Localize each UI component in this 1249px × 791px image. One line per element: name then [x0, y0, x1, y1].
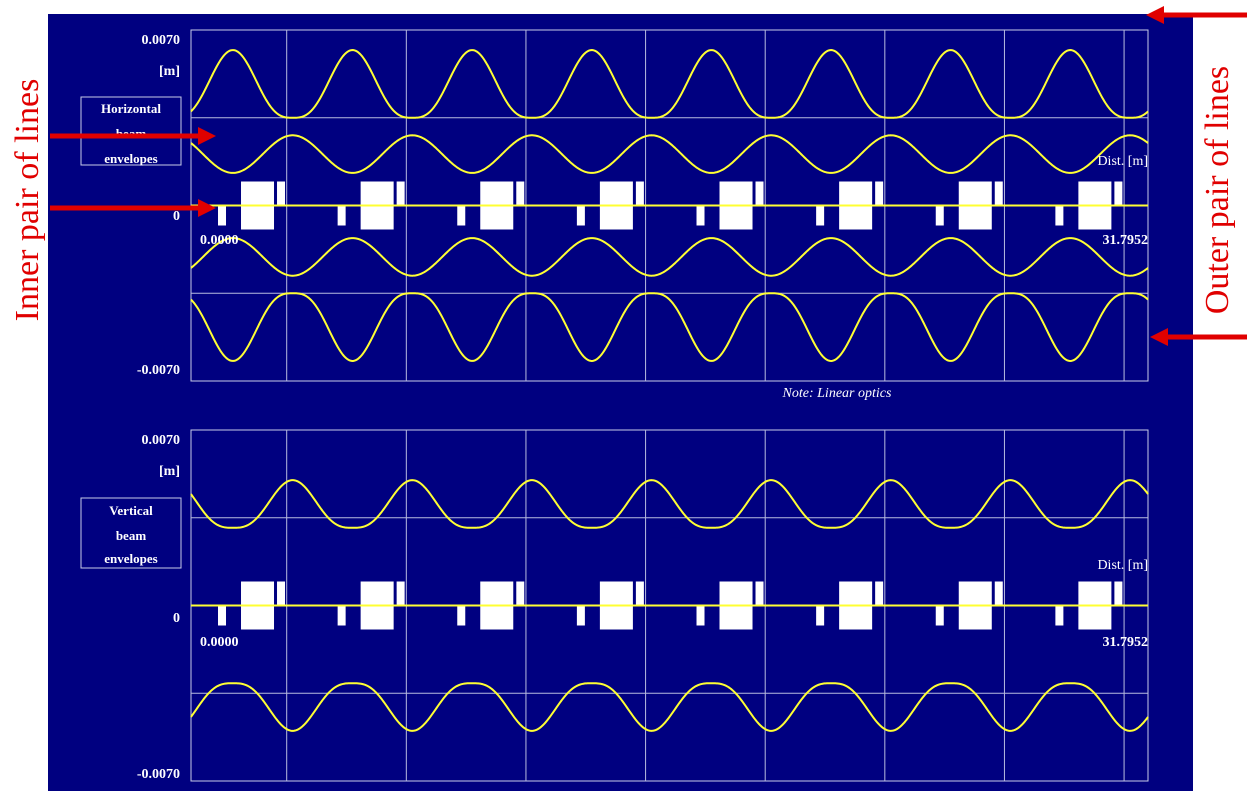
lattice-element-h — [755, 181, 764, 206]
lattice-element-h — [1055, 205, 1064, 226]
lattice-element-v — [635, 581, 644, 606]
lattice-element-h — [457, 205, 466, 226]
lattice-element-h — [337, 205, 346, 226]
xmin-label-v: 0.0000 — [200, 635, 239, 650]
panel-label-line3-h: envelopes — [104, 151, 157, 166]
lattice-element-v — [816, 605, 825, 626]
xmin-label-h: 0.0000 — [200, 233, 239, 248]
lattice-elements-horizontal — [191, 181, 1148, 230]
envelope-outer-lower-h — [190, 292, 1149, 362]
vertical-envelope-panel: 0.0070 [m] Vertical beam envelopes 0 -0.… — [80, 429, 1149, 782]
ymax-label-h: 0.0070 — [142, 33, 181, 48]
lattice-element-v — [337, 605, 346, 626]
arrow-outer-bottom-head — [1150, 328, 1168, 346]
horizontal-envelope-panel: 0.0070 [m] Horizontal beam envelopes 0 -… — [80, 29, 1149, 382]
envelope-curves-vertical — [190, 479, 1149, 732]
plot-background — [48, 14, 1193, 791]
lattice-element-v — [516, 581, 525, 606]
panel-label-line1-h: Horizontal — [101, 101, 161, 116]
lattice-element-h — [1114, 181, 1123, 206]
linear-optics-note: Note: Linear optics — [782, 386, 892, 401]
xmax-label-v: 31.7952 — [1103, 635, 1149, 650]
envelope-outer-upper-v — [190, 479, 1149, 529]
lattice-element-h — [277, 181, 286, 206]
envelope-inner-lower-h — [190, 237, 1149, 277]
envelope-outer-upper-h — [190, 49, 1149, 119]
ymax-label-v: 0.0070 — [142, 433, 181, 448]
xaxis-title-v: Dist. [m] — [1097, 558, 1148, 573]
lattice-element-v — [396, 581, 405, 606]
lattice-element-v — [755, 581, 764, 606]
lattice-element-h — [396, 181, 405, 206]
panel-label-line2-v: beam — [116, 528, 147, 543]
lattice-element-v — [218, 605, 227, 626]
lattice-element-v — [277, 581, 286, 606]
panel-label-box-v — [80, 497, 182, 569]
annotation-arrows — [50, 6, 1247, 346]
annotation-outer-pair: Outer pair of lines — [1199, 66, 1236, 314]
arrow-inner-upper-head — [198, 127, 216, 145]
ymin-label-v: -0.0070 — [137, 767, 180, 782]
yunit-label-v: [m] — [159, 464, 180, 479]
yzero-label-v: 0 — [173, 611, 180, 626]
lattice-element-h — [816, 205, 825, 226]
lattice-element-v — [457, 605, 466, 626]
lattice-element-v — [1055, 605, 1064, 626]
lattice-element-h — [935, 205, 944, 226]
lattice-element-v — [696, 605, 705, 626]
lattice-element-h — [994, 181, 1003, 206]
lattice-elements-vertical — [191, 581, 1148, 630]
lattice-element-h — [576, 205, 585, 226]
envelope-curves-horizontal — [190, 49, 1149, 362]
lattice-element-v — [875, 581, 884, 606]
lattice-element-h — [635, 181, 644, 206]
xaxis-title-h: Dist. [m] — [1097, 154, 1148, 169]
arrow-inner-center-head — [198, 199, 216, 217]
envelope-inner-upper-h — [190, 134, 1149, 174]
xmax-label-h: 31.7952 — [1103, 233, 1149, 248]
annotations: Inner pair of lines Outer pair of lines — [9, 6, 1247, 346]
lattice-element-v — [1114, 581, 1123, 606]
labels-vertical: 0.0070 [m] Vertical beam envelopes 0 -0.… — [80, 433, 1149, 782]
panel-label-line3-v: envelopes — [104, 551, 157, 566]
lattice-element-h — [875, 181, 884, 206]
lattice-element-h — [516, 181, 525, 206]
lattice-element-h — [696, 205, 705, 226]
envelope-outer-lower-v — [190, 682, 1149, 732]
lattice-element-v — [994, 581, 1003, 606]
yzero-label-h: 0 — [173, 209, 180, 224]
lattice-element-h — [218, 205, 227, 226]
annotation-inner-pair: Inner pair of lines — [9, 79, 46, 322]
arrow-outer-top-head — [1146, 6, 1164, 24]
ymin-label-h: -0.0070 — [137, 363, 180, 378]
lattice-element-v — [576, 605, 585, 626]
yunit-label-h: [m] — [159, 64, 180, 79]
panel-label-box-h — [80, 96, 182, 166]
panel-label-line1-v: Vertical — [109, 503, 153, 518]
lattice-element-v — [935, 605, 944, 626]
grid-horizontal — [190, 29, 1149, 382]
